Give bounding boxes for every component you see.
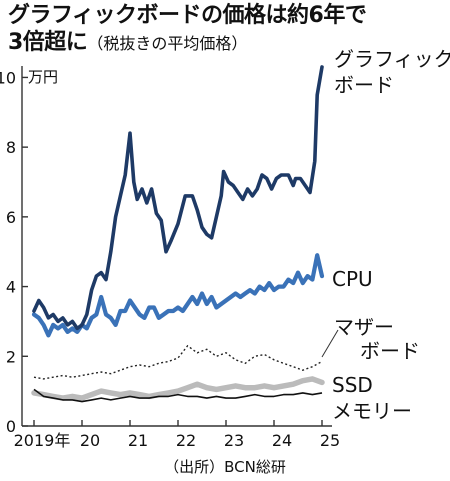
y-tick-label-8: 8 [6,138,16,157]
series-line-グラフィックボード [32,65,324,331]
x-tick-label-20: 20 [80,431,100,450]
series-label-motherboard-line2: ボード [360,339,420,363]
chart-subtitle: （税抜きの平均価格） [87,34,248,53]
series-line-CPU [31,253,325,338]
series-line-マザーボード [33,344,323,380]
x-tick-label-25: 25 [320,431,340,450]
x-tick-label-23: 23 [224,431,244,450]
series-label-ssd: SSD [332,373,373,397]
series-label-cpu: CPU [332,267,373,291]
x-tick-label-2019年: 2019年 [14,431,71,450]
chart-title-line-1: グラフィックボードの価格は約6年で [8,3,367,28]
series-label-gpu-line2: ボード [334,73,394,97]
series-label-memory: メモリー [332,399,412,423]
series-line-メモリー [33,388,323,403]
series-label-gpu-line1: グラフィック [334,47,450,71]
x-tick-label-21: 21 [128,431,148,450]
y-tick-label-10: 10 [0,68,16,87]
y-tick-label-0: 0 [6,417,16,436]
y-axis-label: 万円 [28,68,58,86]
y-tick-label-6: 6 [6,208,16,227]
y-tick-label-2: 2 [6,347,16,366]
series-line-SSD [31,376,325,401]
x-tick-label-22: 22 [176,431,196,450]
series-label-motherboard-line1: マザー [334,315,394,339]
y-tick-label-4: 4 [6,278,16,297]
motherboard-leader-line [321,329,339,358]
source-note: （出所）BCN総研 [164,458,286,476]
chart-title-line-2: 3倍超に（税抜きの平均価格） [8,30,248,55]
x-tick-label-24: 24 [272,431,292,450]
series-layer [31,65,325,403]
